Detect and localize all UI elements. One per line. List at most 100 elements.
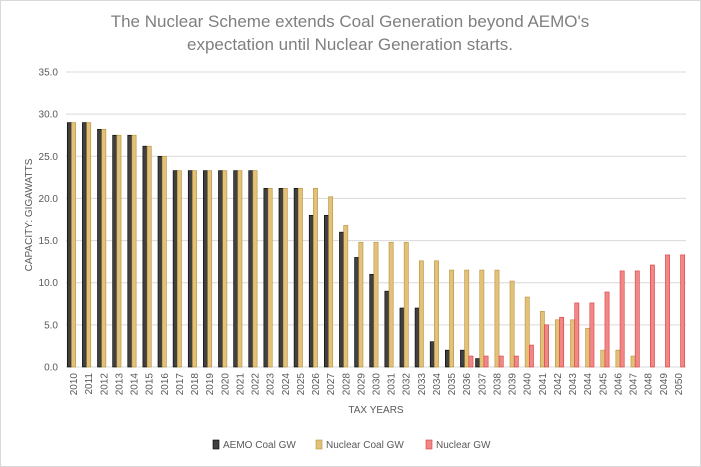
y-tick-label: 15.0 [39, 236, 59, 247]
bar-nuclear-coal-gw [358, 241, 364, 368]
bar-nuclear-coal-gw [207, 170, 213, 368]
x-tick-label: 2037 [477, 373, 488, 396]
bar-aemo-coal-gw [248, 170, 254, 368]
bar-nuclear-coal-gw [600, 349, 606, 368]
bar-aemo-coal-gw [354, 257, 360, 368]
bar-nuclear-coal-gw [630, 355, 636, 368]
x-tick-label: 2032 [402, 373, 413, 396]
x-tick-label: 2048 [644, 373, 655, 396]
bar-aemo-coal-gw [172, 170, 178, 368]
bar-nuclear-coal-gw [267, 188, 273, 368]
x-tick-label: 2015 [145, 373, 156, 396]
bar-nuclear-coal-gw [282, 188, 288, 368]
x-tick-label: 2046 [613, 373, 624, 396]
bar-nuclear-coal-gw [403, 241, 409, 368]
bar-nuclear-coal-gw [464, 269, 470, 368]
bar-aemo-coal-gw [112, 134, 118, 368]
bar-nuclear-gw [619, 270, 625, 368]
bar-aemo-coal-gw [324, 214, 329, 368]
bar-aemo-coal-gw [263, 188, 269, 368]
bar-aemo-coal-gw [429, 341, 435, 368]
bar-nuclear-coal-gw [434, 260, 439, 368]
x-tick-label: 2040 [523, 373, 534, 396]
bar-nuclear-coal-gw [494, 269, 500, 368]
x-tick-label: 2049 [659, 373, 670, 396]
y-tick-label: 5.0 [44, 320, 58, 331]
legend-label: Nuclear Coal GW [326, 440, 404, 451]
x-tick-label: 2031 [387, 373, 398, 396]
bar-nuclear-gw [498, 355, 504, 368]
x-tick-label: 2035 [447, 373, 458, 396]
x-tick-label: 2045 [598, 373, 609, 396]
x-tick-label: 2024 [281, 373, 292, 396]
bar-nuclear-coal-gw [252, 170, 258, 368]
bar-nuclear-coal-gw [343, 225, 349, 368]
y-tick-label: 30.0 [39, 110, 59, 121]
x-tick-label: 2026 [311, 373, 322, 396]
x-tick-label: 2050 [674, 373, 685, 396]
x-tick-label: 2011 [84, 373, 95, 395]
x-tick-label: 2039 [508, 373, 519, 396]
x-tick-label: 2030 [372, 373, 383, 396]
bar-nuclear-coal-gw [177, 170, 182, 368]
bar-nuclear-gw [649, 264, 655, 368]
x-tick-label: 2036 [462, 373, 473, 396]
x-tick-label: 2025 [296, 373, 307, 396]
bar-nuclear-coal-gw [539, 311, 545, 368]
legend-entry: Nuclear Coal GW [315, 439, 404, 451]
x-tick-label: 2010 [69, 373, 80, 396]
x-tick-label: 2014 [130, 373, 141, 396]
x-tick-label: 2044 [583, 373, 594, 396]
bar-aemo-coal-gw [66, 122, 72, 368]
x-tick-label: 2020 [220, 373, 231, 396]
bar-aemo-coal-gw [414, 307, 420, 368]
bar-nuclear-gw [529, 344, 534, 368]
legend-label: Nuclear GW [436, 440, 491, 451]
y-tick-label: 0.0 [44, 363, 58, 374]
y-tick-label: 35.0 [39, 68, 59, 79]
bar-nuclear-coal-gw [131, 134, 137, 368]
x-tick-label: 2033 [417, 373, 428, 396]
legend: AEMO Coal GW Nuclear Coal GW Nuclear GW [212, 439, 491, 451]
bar-nuclear-coal-gw [328, 196, 334, 368]
bar-nuclear-coal-gw [373, 241, 379, 368]
bar-aemo-coal-gw [399, 307, 405, 368]
bar-nuclear-gw [665, 254, 670, 368]
x-axis-ticks: 2010 2011 2012 2013 2014 2015 2016 2017 2018 2019… [69, 373, 685, 396]
bar-nuclear-gw [559, 316, 565, 368]
bar-aemo-coal-gw [369, 273, 375, 368]
bar-nuclear-coal-gw [479, 269, 485, 368]
x-axis-title: TAX YEARS [348, 405, 404, 416]
bar-nuclear-coal-gw [237, 170, 243, 368]
x-tick-label: 2038 [492, 373, 503, 396]
bar-nuclear-gw [544, 324, 549, 368]
bar-nuclear-gw [483, 355, 489, 368]
x-tick-label: 2013 [114, 373, 125, 396]
x-tick-label: 2047 [629, 373, 640, 396]
bar-nuclear-gw [589, 302, 595, 368]
bar-aemo-coal-gw [127, 134, 133, 368]
bar-aemo-coal-gw [233, 170, 239, 368]
bars [66, 122, 686, 368]
chart-title-line-2: expectation until Nuclear Generation sta… [187, 35, 513, 54]
bar-nuclear-coal-gw [570, 319, 575, 368]
bar-aemo-coal-gw [308, 214, 314, 368]
x-tick-label: 2043 [568, 373, 579, 396]
bar-nuclear-coal-gw [192, 170, 197, 368]
bar-aemo-coal-gw [339, 231, 344, 368]
x-tick-label: 2023 [266, 373, 277, 396]
legend-swatch [425, 439, 433, 450]
bar-nuclear-coal-gw [555, 319, 560, 368]
legend-swatch [212, 439, 220, 450]
x-tick-label: 2042 [553, 373, 564, 396]
bar-aemo-coal-gw [187, 170, 193, 368]
y-tick-label: 10.0 [39, 278, 59, 289]
chart-title-line-1: The Nuclear Scheme extends Coal Generati… [111, 12, 590, 31]
x-tick-label: 2028 [341, 373, 352, 396]
bar-nuclear-gw [574, 302, 580, 368]
bar-aemo-coal-gw [97, 129, 102, 368]
bar-nuclear-coal-gw [449, 269, 455, 368]
bar-nuclear-coal-gw [222, 170, 228, 368]
legend-label: AEMO Coal GW [223, 440, 296, 451]
